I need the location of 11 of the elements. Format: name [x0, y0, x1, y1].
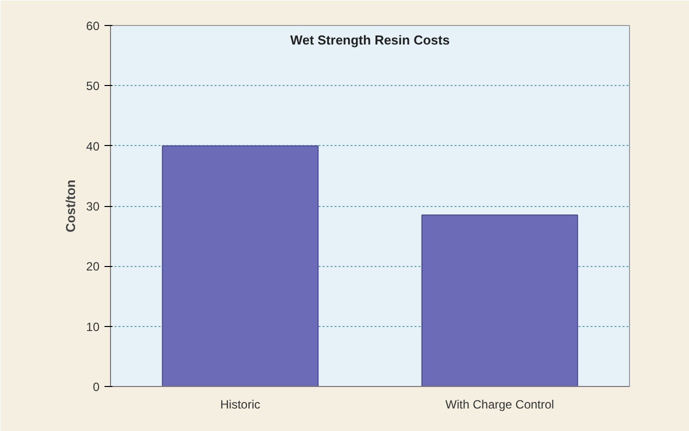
y-tick-label: 10 [86, 320, 100, 334]
x-tick-label: Historic [220, 398, 260, 412]
y-tick-label: 30 [86, 200, 100, 214]
y-tick-label: 0 [92, 380, 100, 394]
text: Wet Strength Resin Costs [290, 32, 450, 48]
y-axis-title: Cost/ton [63, 180, 78, 232]
x-tick-label: With Charge Control [445, 398, 554, 412]
y-tick-label: 20 [86, 260, 100, 274]
y-tick-label: 50 [86, 79, 100, 94]
y-tick-label: 40 [86, 139, 100, 154]
y-tick-label: 60 [86, 19, 100, 33]
